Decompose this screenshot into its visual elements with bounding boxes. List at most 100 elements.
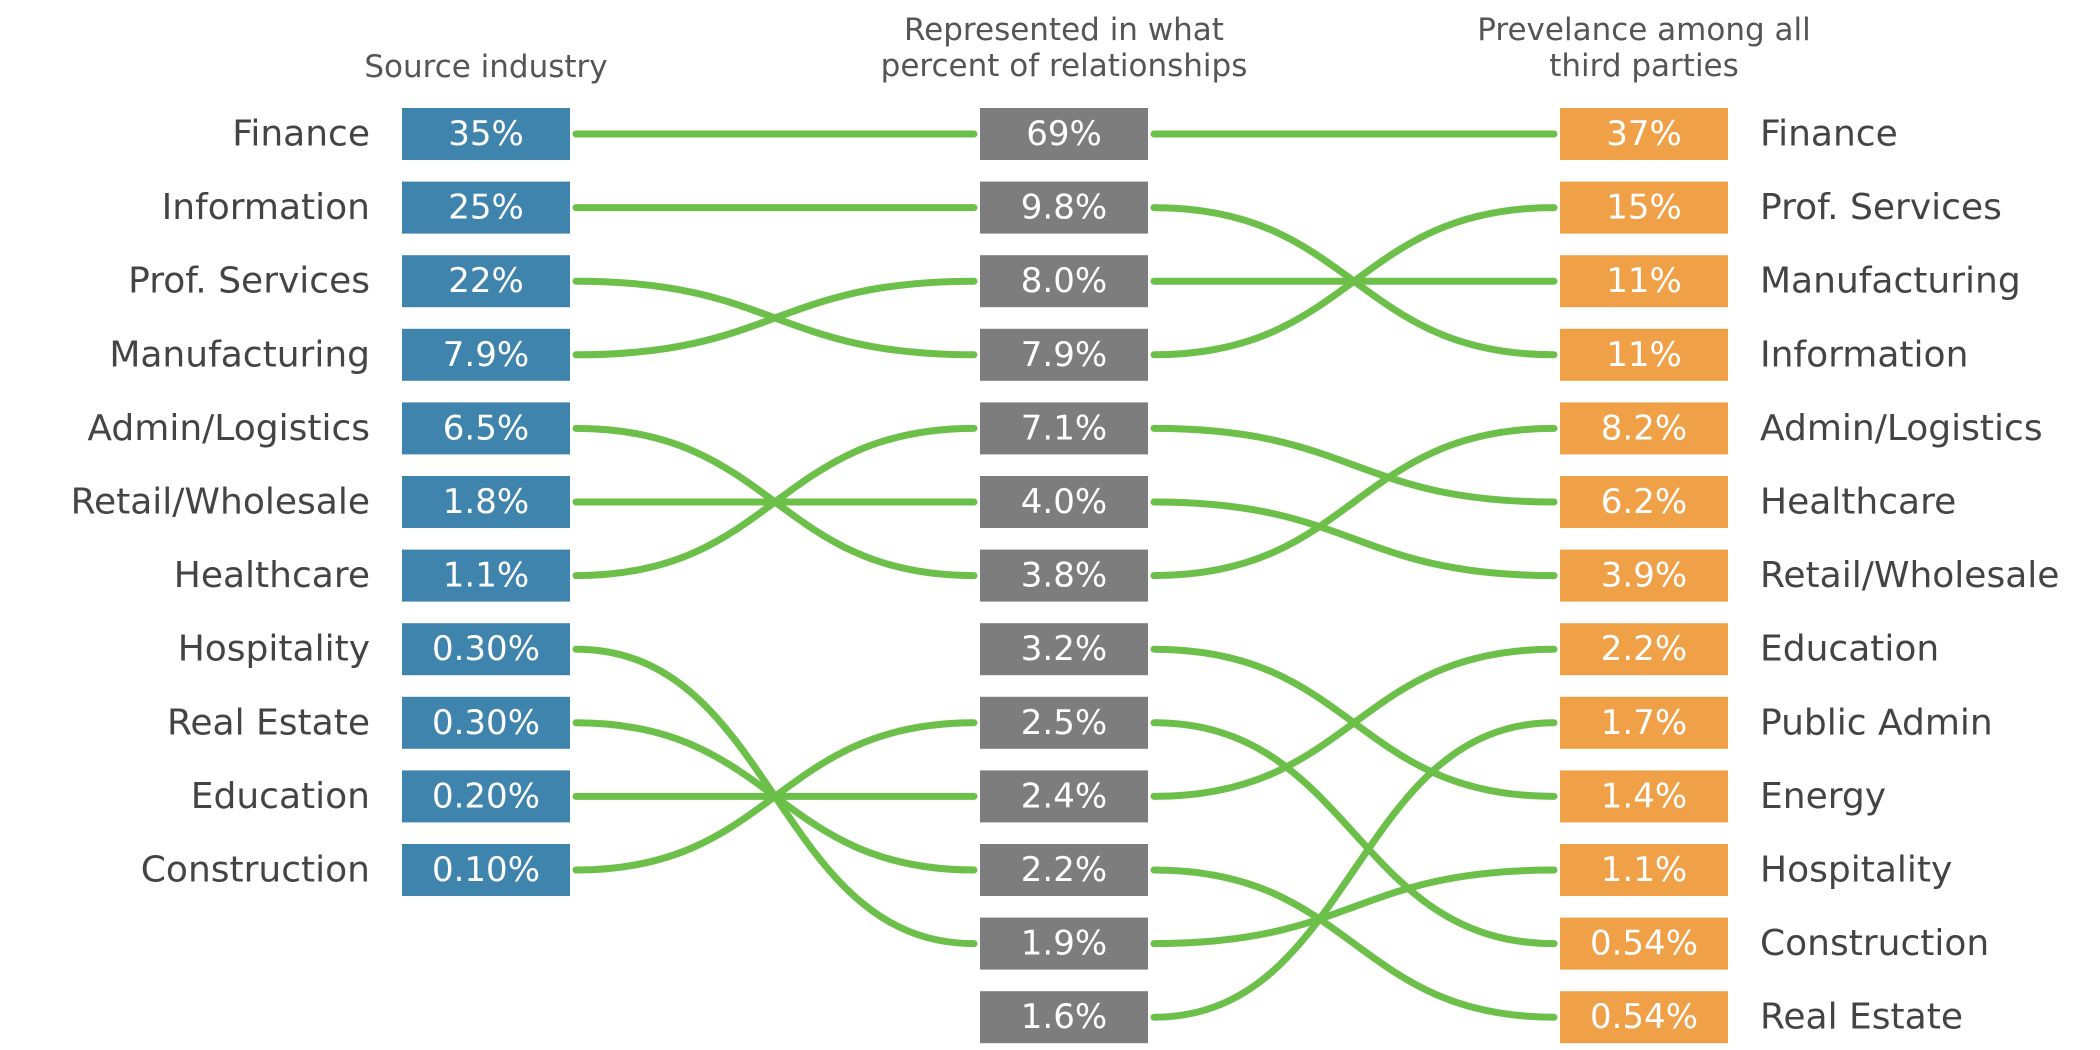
source-box xyxy=(402,255,570,308)
source-label: Finance xyxy=(232,114,370,155)
header-middle-line-0: Represented in what xyxy=(904,12,1224,48)
target-box xyxy=(1560,476,1728,528)
source-box xyxy=(402,623,570,676)
middle-value: 69% xyxy=(1026,114,1102,154)
middle-value: 1.9% xyxy=(1021,924,1107,964)
source-label: Retail/Wholesale xyxy=(71,482,370,523)
source-label: Manufacturing xyxy=(109,334,370,375)
target-value: 1.1% xyxy=(1601,850,1687,890)
target-value: 8.2% xyxy=(1601,408,1687,448)
target-label: Admin/Logistics xyxy=(1760,408,2043,449)
middle-box xyxy=(980,255,1148,308)
header-source: Source industry xyxy=(364,49,607,85)
target-box xyxy=(1560,844,1728,896)
connector-group xyxy=(572,130,1558,1021)
target-value: 0.54% xyxy=(1590,997,1698,1037)
connector-middle-10-to-target-12 xyxy=(1150,866,1558,1021)
source-label: Information xyxy=(162,187,370,228)
middle-value: 2.2% xyxy=(1021,850,1107,890)
target-box xyxy=(1560,108,1728,160)
source-box xyxy=(402,844,570,896)
target-label: Energy xyxy=(1760,776,1886,817)
target-label: Public Admin xyxy=(1760,702,1993,743)
middle-box xyxy=(980,549,1148,602)
source-box xyxy=(402,108,570,160)
target-label: Retail/Wholesale xyxy=(1760,555,2059,596)
connector-source-3-to-middle-2 xyxy=(572,277,978,359)
target-value: 15% xyxy=(1606,188,1682,228)
source-value: 35% xyxy=(448,114,524,154)
target-column: 37% Finance 15% Prof. Services 11% Manufactur… xyxy=(1560,108,2059,1044)
target-value: 11% xyxy=(1606,261,1682,301)
connector-source-10-to-middle-8 xyxy=(572,719,978,874)
middle-value: 4.0% xyxy=(1021,482,1107,522)
target-label: Information xyxy=(1760,334,1968,375)
target-value: 11% xyxy=(1606,335,1682,375)
middle-box xyxy=(980,181,1148,234)
source-label: Healthcare xyxy=(174,555,370,596)
target-label: Construction xyxy=(1760,923,1989,964)
header-target-line-0: Prevelance among all xyxy=(1477,12,1811,48)
middle-box xyxy=(980,844,1148,896)
target-label: Finance xyxy=(1760,114,1898,155)
target-value: 1.4% xyxy=(1601,776,1687,816)
source-label: Construction xyxy=(141,850,370,891)
middle-value: 9.8% xyxy=(1021,188,1107,228)
target-box xyxy=(1560,770,1728,823)
target-box xyxy=(1560,181,1728,234)
source-box xyxy=(402,328,570,381)
source-value: 0.20% xyxy=(432,776,540,816)
target-box xyxy=(1560,255,1728,308)
connector-middle-12-to-target-8 xyxy=(1150,719,1558,1021)
middle-box xyxy=(980,108,1148,160)
source-value: 1.8% xyxy=(443,482,529,522)
middle-box xyxy=(980,991,1148,1044)
source-box xyxy=(402,770,570,823)
middle-box xyxy=(980,696,1148,749)
middle-box xyxy=(980,402,1148,455)
target-box xyxy=(1560,402,1728,455)
source-value: 1.1% xyxy=(443,556,529,596)
middle-value: 7.1% xyxy=(1021,408,1107,448)
target-label: Manufacturing xyxy=(1760,261,2021,302)
target-box xyxy=(1560,917,1728,970)
middle-value: 7.9% xyxy=(1021,335,1107,375)
source-box xyxy=(402,181,570,234)
middle-value: 1.6% xyxy=(1021,997,1107,1037)
middle-value: 2.5% xyxy=(1021,703,1107,743)
middle-box xyxy=(980,623,1148,676)
connector-middle-5-to-target-6 xyxy=(1150,498,1558,580)
middle-value: 2.4% xyxy=(1021,776,1107,816)
target-label: Healthcare xyxy=(1760,482,1956,523)
connector-middle-3-to-target-1 xyxy=(1150,204,1558,359)
source-value: 0.30% xyxy=(432,703,540,743)
target-label: Education xyxy=(1760,629,1939,670)
connector-middle-8-to-target-11 xyxy=(1150,719,1558,948)
source-value: 22% xyxy=(448,261,524,301)
source-box xyxy=(402,549,570,602)
source-column: 35% Finance 25% Information 22% Prof. Service… xyxy=(71,108,570,896)
middle-box xyxy=(980,328,1148,381)
source-label: Prof. Services xyxy=(128,261,370,302)
source-value: 6.5% xyxy=(443,408,529,448)
target-box xyxy=(1560,623,1728,676)
header-middle-line-1: percent of relationships xyxy=(881,48,1248,84)
target-value: 37% xyxy=(1606,114,1682,154)
middle-value: 3.8% xyxy=(1021,556,1107,596)
target-value: 0.54% xyxy=(1590,924,1698,964)
source-box xyxy=(402,476,570,528)
target-box xyxy=(1560,991,1728,1044)
connector-middle-4-to-target-5 xyxy=(1150,424,1558,506)
middle-value: 3.2% xyxy=(1021,629,1107,669)
source-label: Education xyxy=(191,776,370,817)
source-label: Real Estate xyxy=(167,702,370,743)
target-value: 1.7% xyxy=(1601,703,1687,743)
source-box xyxy=(402,402,570,455)
target-box xyxy=(1560,549,1728,602)
source-label: Admin/Logistics xyxy=(87,408,370,449)
source-value: 25% xyxy=(448,188,524,228)
target-label: Prof. Services xyxy=(1760,187,2002,228)
target-value: 6.2% xyxy=(1601,482,1687,522)
